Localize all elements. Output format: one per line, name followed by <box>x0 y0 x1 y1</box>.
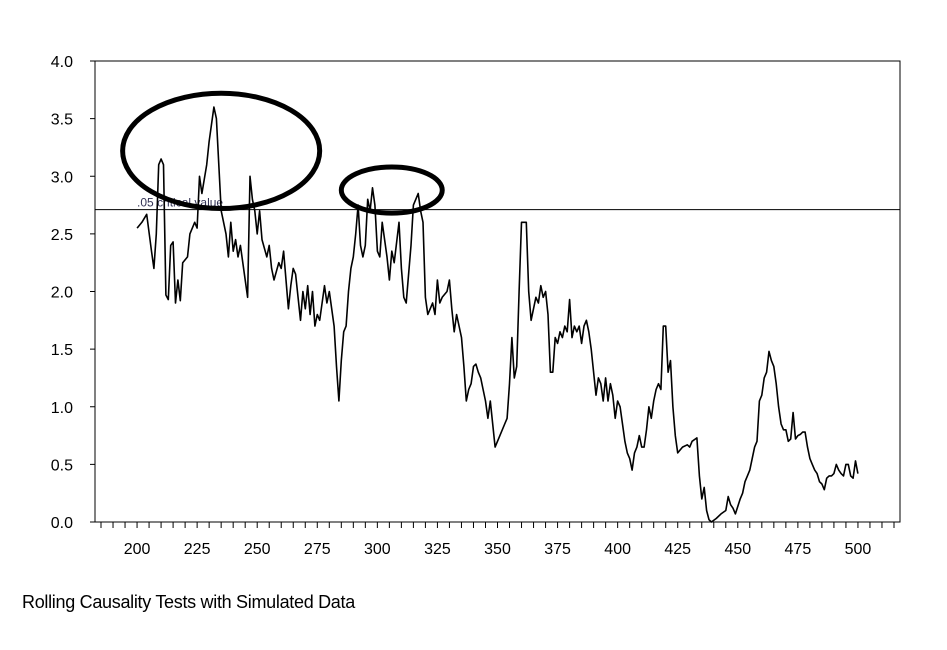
y-axis: 0.0 0.5 1.0 1.5 2.0 2.5 3.0 3.5 4.0 <box>51 54 95 532</box>
x-tick-label: 350 <box>484 541 511 558</box>
x-tick-label: 400 <box>604 541 631 558</box>
x-tick-label: 450 <box>724 541 751 558</box>
highlight-ellipse <box>338 164 445 216</box>
y-tick-label: 2.5 <box>51 227 73 244</box>
x-tick-label: 300 <box>364 541 391 558</box>
y-tick-label: 4.0 <box>51 54 73 71</box>
annotations <box>120 90 445 216</box>
x-tick-label: 225 <box>184 541 211 558</box>
series-line <box>136 106 859 523</box>
x-tick-label: 250 <box>244 541 271 558</box>
plot-area <box>94 60 901 523</box>
x-tick-label: 375 <box>544 541 571 558</box>
x-tick-label: 425 <box>664 541 691 558</box>
x-tick-label: 275 <box>304 541 331 558</box>
x-tick-label: 500 <box>845 541 872 558</box>
figure-caption: Rolling Causality Tests with Simulated D… <box>22 592 355 612</box>
y-tick-label: 2.0 <box>51 285 73 302</box>
y-tick-label: 3.0 <box>51 169 73 186</box>
y-tick-label: 1.0 <box>51 400 73 417</box>
x-tick-label: 325 <box>424 541 451 558</box>
y-tick-label: 0.5 <box>51 457 73 474</box>
x-axis: 200 225 250 275 300 325 350 375 400 425 450 475 500 <box>100 522 895 558</box>
y-tick-label: 0.0 <box>51 515 73 532</box>
highlight-ellipse <box>120 90 323 212</box>
y-tick-label: 3.5 <box>51 112 73 129</box>
y-tick-label: 1.5 <box>51 342 73 359</box>
x-tick-label: 475 <box>785 541 812 558</box>
x-tick-label: 200 <box>124 541 151 558</box>
